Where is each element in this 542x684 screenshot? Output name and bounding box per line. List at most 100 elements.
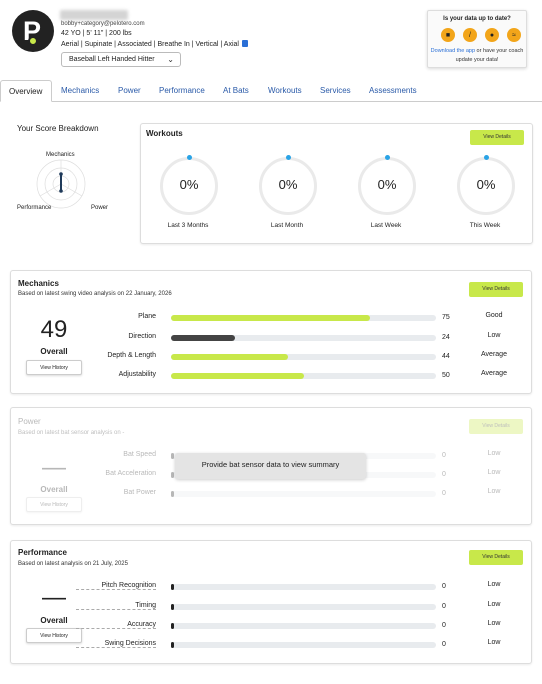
metric-value: 0	[442, 452, 446, 459]
metric-bar	[171, 315, 436, 321]
metric-bar	[171, 623, 436, 629]
metric-bar-fill	[171, 335, 235, 341]
ring-label: Last Month	[270, 222, 304, 229]
power-view-history-button[interactable]: View History	[26, 497, 82, 512]
performance-view-history-button[interactable]: View History	[26, 628, 82, 643]
metric-level: Low	[487, 488, 501, 495]
mechanics-score: 49	[40, 316, 68, 343]
tab-performance[interactable]: Performance	[159, 86, 205, 95]
tab-assessments[interactable]: Assessments	[369, 86, 417, 95]
logo-dot	[28, 36, 38, 46]
workout-ring-last-3-months: 0%	[160, 155, 218, 215]
performance-title: Performance	[18, 548, 67, 557]
power-overall-label: Overall	[40, 485, 68, 494]
workout-ring-last-month: 0%	[259, 155, 317, 215]
metric-label: Adjustability	[118, 371, 156, 378]
radar-label-performance: Performance	[17, 205, 52, 211]
metric-bar	[171, 642, 436, 648]
hitter-type-select[interactable]: Baseball Left Handed Hitter ⌄	[61, 52, 181, 67]
tab-power[interactable]: Power	[118, 86, 141, 95]
radar-label-mechanics: Mechanics	[46, 152, 75, 158]
data-update-title: Is your data up to date?	[443, 16, 511, 22]
tab-at-bats[interactable]: At Bats	[223, 86, 249, 95]
wifi-icon[interactable]: ≈	[507, 28, 521, 42]
metric-level: Low	[487, 620, 501, 627]
data-update-box: Is your data up to date? ■ / ● ≈ Downloa…	[427, 10, 527, 68]
power-score: —	[42, 454, 66, 481]
metric-level: Low	[487, 450, 501, 457]
metric-label: Swing Decisions	[76, 640, 156, 648]
ring-label: This Week	[469, 222, 501, 229]
tab-overview[interactable]: Overview	[0, 80, 52, 102]
metric-label: Bat Power	[123, 489, 156, 496]
metric-level: Low	[487, 639, 501, 646]
power-view-details-button[interactable]: View Details	[469, 419, 523, 434]
performance-score: —	[42, 584, 66, 611]
metric-level: Low	[487, 332, 501, 339]
power-data-overlay: Provide bat sensor data to view summary	[175, 453, 366, 479]
metric-value: 0	[442, 641, 446, 648]
metric-bar-fill	[171, 604, 174, 610]
metric-bar-fill	[171, 373, 304, 379]
metric-bar-fill	[171, 472, 174, 478]
workout-ring-this-week: 0%	[457, 155, 515, 215]
download-app-text: Download the app or have your coach upda…	[428, 47, 526, 65]
tab-services[interactable]: Services	[320, 86, 351, 95]
profile-email: bobby+category@pelotero.com	[61, 21, 145, 27]
metric-bar-fill	[171, 584, 174, 590]
metric-bar	[171, 604, 436, 610]
metric-bar-fill	[171, 623, 174, 629]
metric-bar	[171, 491, 436, 497]
metric-value: 0	[442, 583, 446, 590]
metric-bar	[171, 584, 436, 590]
metric-label: Depth & Length	[107, 352, 156, 359]
tab-workouts[interactable]: Workouts	[268, 86, 302, 95]
performance-view-details-button[interactable]: View Details	[469, 550, 523, 565]
metric-value: 44	[442, 353, 450, 360]
tab-bar	[0, 80, 542, 102]
bat-icon[interactable]: /	[463, 28, 477, 42]
metric-bar-fill	[171, 453, 174, 459]
download-app-rest: or have your coach update your data!	[455, 48, 524, 63]
chevron-down-icon: ⌄	[167, 55, 174, 64]
metric-value: 0	[442, 490, 446, 497]
metric-bar	[171, 335, 436, 341]
metric-value: 0	[442, 471, 446, 478]
workout-ring-last-week: 0%	[358, 155, 416, 215]
metric-value: 0	[442, 603, 446, 610]
document-icon[interactable]	[241, 40, 248, 47]
ring-label: Last Week	[370, 222, 402, 229]
download-app-link[interactable]: Download the app	[430, 48, 476, 54]
hitter-type-value: Baseball Left Handed Hitter	[69, 56, 155, 63]
metric-level: Low	[487, 601, 501, 608]
profile-tags: Aerial | Supinate | Associated | Breathe…	[61, 40, 248, 48]
metric-label: Bat Speed	[123, 451, 156, 458]
video-icon[interactable]: ■	[441, 28, 455, 42]
metric-level: Average	[481, 351, 507, 358]
metric-level: Low	[487, 469, 501, 476]
metric-value: 50	[442, 372, 450, 379]
power-title: Power	[18, 417, 41, 426]
metric-value: 24	[442, 334, 450, 341]
metric-level: Good	[485, 312, 503, 319]
profile-vitals: 42 YO | 5' 11" | 200 lbs	[61, 30, 132, 37]
ring-value: 0%	[377, 177, 397, 192]
metric-bar-fill	[171, 315, 370, 321]
workouts-title: Workouts	[146, 129, 183, 138]
mechanics-view-history-button[interactable]: View History	[26, 360, 82, 375]
mechanics-subtitle: Based on latest swing video analysis on …	[18, 291, 172, 297]
workouts-view-details-button[interactable]: View Details	[470, 130, 524, 145]
mechanics-view-details-button[interactable]: View Details	[469, 282, 523, 297]
metric-label: Plane	[138, 313, 156, 320]
metric-bar-fill	[171, 642, 174, 648]
mechanics-title: Mechanics	[18, 279, 59, 288]
metric-bar	[171, 373, 436, 379]
profile-name-blurred	[60, 10, 128, 20]
ring-value: 0%	[179, 177, 199, 192]
ring-label: Last 3 Months	[167, 222, 209, 229]
ring-value: 0%	[476, 177, 496, 192]
metric-value: 75	[442, 314, 450, 321]
sensor-icon[interactable]: ●	[485, 28, 499, 42]
metric-label: Bat Acceleration	[105, 470, 156, 477]
tab-mechanics[interactable]: Mechanics	[61, 86, 100, 95]
